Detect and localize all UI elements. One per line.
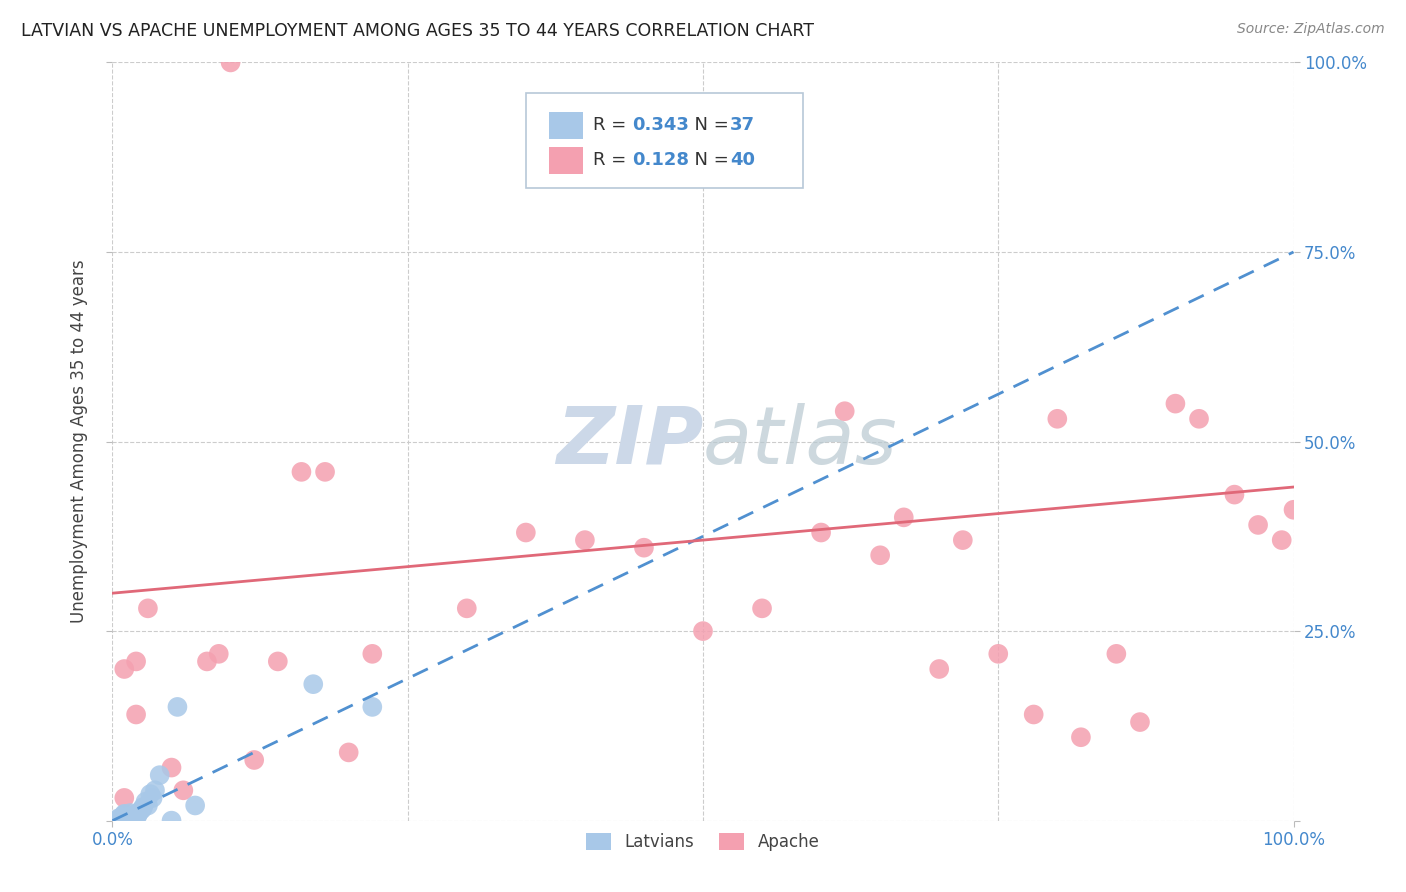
Point <box>160 760 183 774</box>
Point <box>166 699 188 714</box>
Point <box>314 465 336 479</box>
Text: Source: ZipAtlas.com: Source: ZipAtlas.com <box>1237 22 1385 37</box>
Point <box>172 783 194 797</box>
Point <box>132 800 155 814</box>
Text: 37: 37 <box>730 116 755 135</box>
Point <box>869 548 891 563</box>
Point <box>112 791 135 805</box>
Point <box>120 806 142 821</box>
Text: 40: 40 <box>730 152 755 169</box>
Point <box>361 699 384 714</box>
Point <box>456 601 478 615</box>
Point <box>125 655 148 669</box>
Point <box>810 525 832 540</box>
Point <box>121 809 143 823</box>
Point <box>117 811 139 825</box>
Y-axis label: Unemployment Among Ages 35 to 44 years: Unemployment Among Ages 35 to 44 years <box>70 260 89 624</box>
Point <box>112 809 135 823</box>
Point <box>143 783 166 797</box>
Point <box>692 624 714 639</box>
Bar <box>550 112 582 139</box>
Point <box>136 601 159 615</box>
Point <box>208 647 231 661</box>
Point <box>337 746 360 760</box>
Point <box>195 655 218 669</box>
Point <box>1070 730 1092 744</box>
Point <box>290 465 312 479</box>
Text: N =: N = <box>683 116 734 135</box>
Point <box>987 647 1010 661</box>
Point <box>128 805 150 819</box>
Point <box>243 753 266 767</box>
Point <box>112 808 135 822</box>
Point <box>135 795 157 809</box>
Point <box>952 533 974 548</box>
Point <box>136 798 159 813</box>
Point <box>142 791 165 805</box>
Point <box>1129 715 1152 730</box>
Point <box>112 807 135 822</box>
Point <box>1271 533 1294 548</box>
Point <box>122 808 145 822</box>
Point <box>118 810 141 824</box>
Text: R =: R = <box>593 152 633 169</box>
Point <box>928 662 950 676</box>
Text: 0.128: 0.128 <box>633 152 689 169</box>
Point <box>120 811 142 825</box>
Point <box>112 806 135 821</box>
Text: 0.343: 0.343 <box>633 116 689 135</box>
Point <box>125 707 148 722</box>
Point <box>184 798 207 813</box>
Point <box>111 811 134 825</box>
Point <box>574 533 596 548</box>
Point <box>112 811 135 825</box>
Text: N =: N = <box>683 152 734 169</box>
Bar <box>550 146 582 174</box>
Legend: Latvians, Apache: Latvians, Apache <box>579 826 827 858</box>
Point <box>127 806 149 821</box>
Point <box>124 807 146 822</box>
Point <box>125 810 148 824</box>
Point <box>1022 707 1045 722</box>
Point <box>361 647 384 661</box>
Point <box>149 768 172 782</box>
Point <box>751 601 773 615</box>
Point <box>107 811 129 825</box>
Point <box>115 811 138 825</box>
Point <box>834 404 856 418</box>
Point <box>1247 517 1270 532</box>
Point <box>515 525 537 540</box>
Text: R =: R = <box>593 116 633 135</box>
Text: ZIP: ZIP <box>555 402 703 481</box>
Point <box>267 655 290 669</box>
Text: atlas: atlas <box>703 402 898 481</box>
Point <box>1105 647 1128 661</box>
Point <box>1164 396 1187 410</box>
Point <box>110 811 132 825</box>
Point <box>219 55 242 70</box>
FancyBboxPatch shape <box>526 93 803 187</box>
Text: LATVIAN VS APACHE UNEMPLOYMENT AMONG AGES 35 TO 44 YEARS CORRELATION CHART: LATVIAN VS APACHE UNEMPLOYMENT AMONG AGE… <box>21 22 814 40</box>
Point <box>1046 412 1069 426</box>
Point <box>893 510 915 524</box>
Point <box>112 811 135 825</box>
Point <box>1282 503 1305 517</box>
Point <box>1188 412 1211 426</box>
Point <box>1223 487 1246 501</box>
Point <box>127 809 149 823</box>
Point <box>112 810 135 824</box>
Point <box>160 814 183 828</box>
Point <box>633 541 655 555</box>
Point <box>112 662 135 676</box>
Point <box>302 677 325 691</box>
Point <box>120 810 142 824</box>
Point <box>112 811 135 825</box>
Point <box>131 802 153 816</box>
Point <box>139 787 162 801</box>
